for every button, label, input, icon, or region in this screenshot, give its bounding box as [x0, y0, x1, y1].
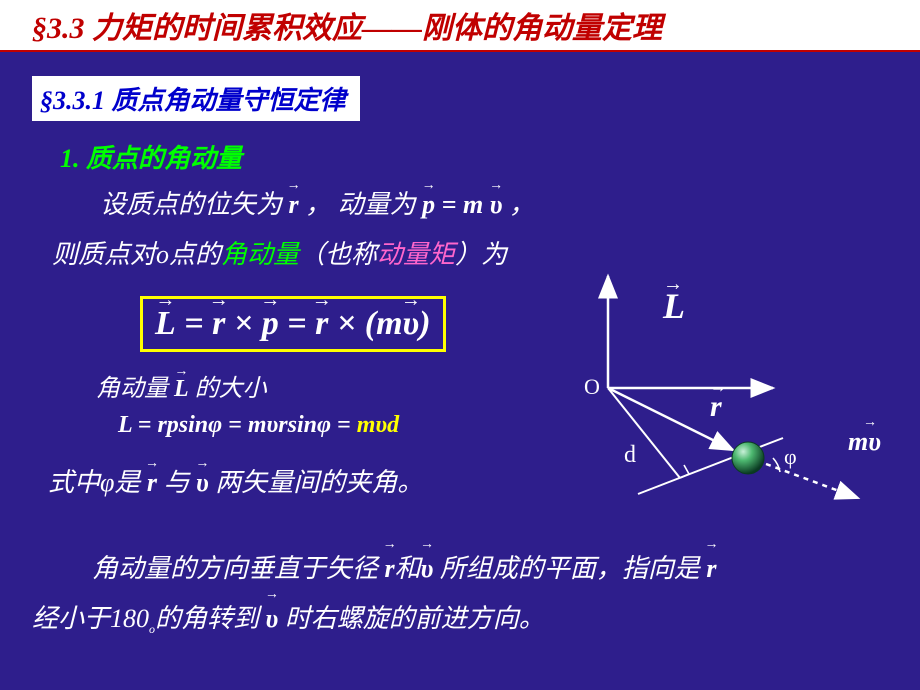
title-bar: §3.3 力矩的时间累积效应——刚体的角动量定理: [0, 0, 920, 52]
formula-text: L = rpsinφ = mυrsinφ: [118, 412, 331, 438]
text: =: [331, 412, 357, 438]
svg-text:φ: φ: [784, 444, 797, 469]
svg-text:mυ: mυ: [848, 427, 881, 456]
section-heading: 1. 质点的角动量: [60, 138, 242, 175]
vector-p: →p: [422, 190, 435, 220]
text: 与: [164, 468, 197, 497]
page-title: §3.3 力矩的时间累积效应——刚体的角动量定理: [32, 3, 662, 47]
formula-p: →p: [262, 305, 279, 343]
formula-L: →L: [155, 305, 176, 343]
vector-r: →r: [706, 544, 716, 593]
subtitle-bar: §3.3.1 质点角动量守恒定律: [32, 76, 360, 121]
vector-v: →υ: [266, 594, 279, 643]
text: 角动量的方向垂直于矢径: [92, 554, 385, 583]
text: 则质点对o点的: [52, 240, 221, 269]
body-line-6-cont: 经小于180o的角转到 →υ 时右螺旋的前进方向。: [32, 594, 912, 643]
text: 式中φ是: [48, 468, 147, 497]
vector-r: →r: [289, 190, 299, 220]
text: 角动量: [96, 376, 174, 402]
text: 所组成的平面，指向是: [433, 554, 706, 583]
label-O: O: [584, 374, 600, 399]
text: ，: [509, 190, 535, 219]
text: ）为: [455, 240, 507, 269]
vector-diagram: O L → r → d φ mυ →: [528, 268, 898, 498]
text: 经小于180: [32, 604, 149, 633]
vector-v: →υ: [421, 544, 434, 593]
body-line-6: 角动量的方向垂直于矢径 →r和→υ 所组成的平面，指向是 →r: [92, 544, 912, 593]
text: （也称: [299, 240, 377, 269]
text: 设质点的位矢为: [100, 190, 282, 219]
text: 时右螺旋的前进方向。: [278, 604, 545, 633]
body-line-4: L = rpsinφ = mυrsinφ = mυd: [118, 412, 399, 439]
text-m: m: [463, 190, 483, 220]
svg-text:→: →: [710, 379, 726, 396]
text: 的大小: [195, 376, 267, 402]
text: 的角转到: [155, 604, 266, 633]
vector-L: →L: [174, 376, 189, 403]
formula-r2: →r: [315, 305, 328, 343]
svg-text:→: →: [663, 273, 683, 295]
formula-r: →r: [212, 305, 225, 343]
equals: =: [442, 190, 457, 220]
formula-box: →L = →r × →p = →r × (m→υ): [140, 296, 446, 352]
body-line-3: 角动量 →L 的大小: [96, 368, 267, 403]
svg-text:d: d: [624, 442, 636, 468]
text: 和: [395, 554, 421, 583]
text: ， 动量为: [305, 190, 422, 219]
body-line-1: 设质点的位矢为 →r ， 动量为 →p = m →υ ，: [100, 184, 535, 221]
svg-text:→: →: [863, 415, 877, 430]
text-pink: 动量矩: [377, 240, 455, 269]
formula-v: →υ: [403, 305, 420, 343]
text: 两矢量间的夹角。: [215, 468, 423, 497]
vector-v: →υ: [490, 190, 503, 220]
body-line-5: 式中φ是 →r 与 →υ 两矢量间的夹角。: [48, 462, 423, 499]
vector-r: →r: [147, 468, 157, 498]
body-line-2: 则质点对o点的角动量（也称动量矩）为: [52, 234, 507, 271]
vector-r: →r: [385, 544, 395, 593]
text-green: 角动量: [221, 240, 299, 269]
formula-yellow: mυd: [357, 412, 399, 438]
page-subtitle: §3.3.1 质点角动量守恒定律: [40, 80, 346, 117]
vector-v: →υ: [196, 468, 209, 498]
